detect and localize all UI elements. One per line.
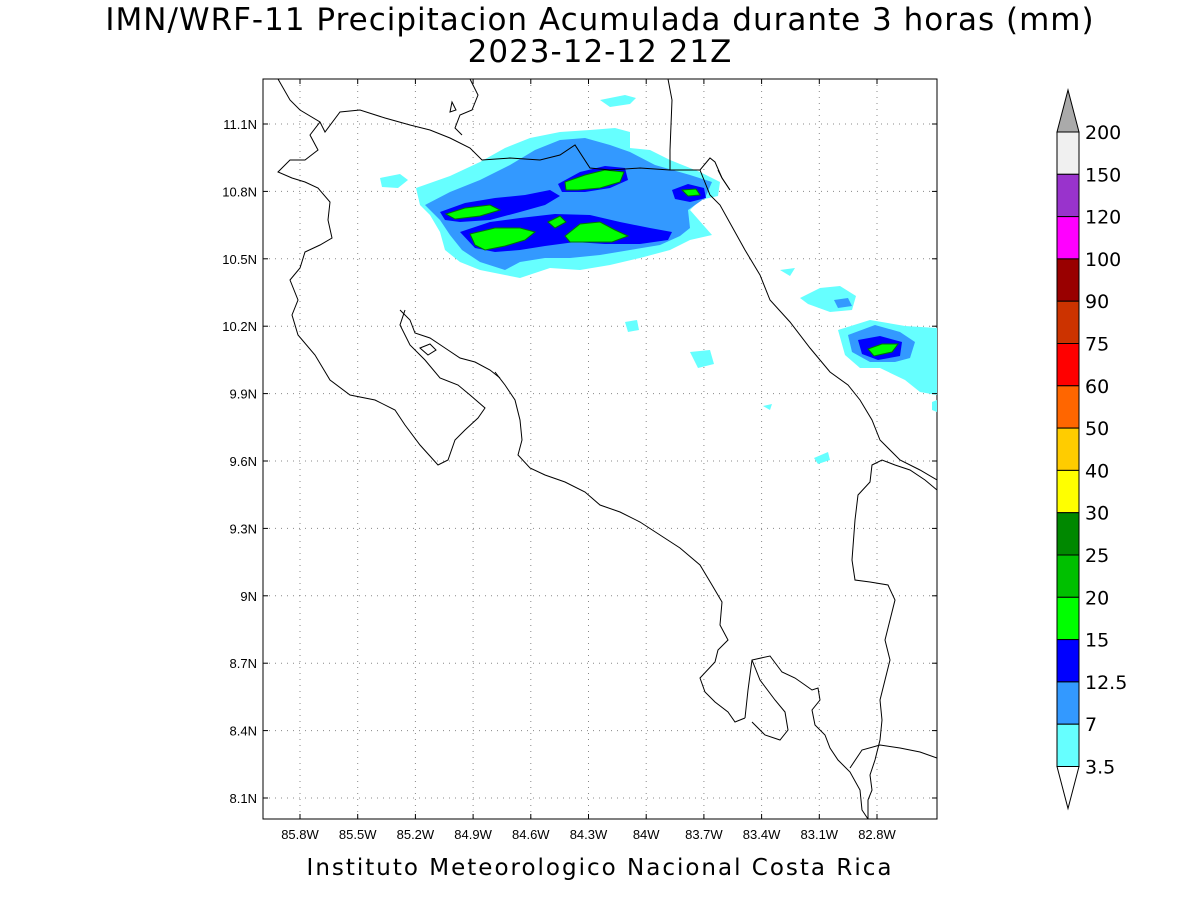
- lat-tick-label: 8.7N: [230, 656, 257, 671]
- colorbar-level-label: 100: [1085, 249, 1121, 271]
- lon-tick-label: 83.7W: [685, 827, 723, 842]
- lon-tick-label: 82.8W: [858, 827, 896, 842]
- colorbar-swatch: [1056, 596, 1080, 641]
- colorbar-level-label: 40: [1085, 460, 1109, 482]
- gulf-of-nicoya: [399, 309, 501, 379]
- lat-tick-label: 8.4N: [230, 724, 257, 739]
- precip-peak-areas: [444, 169, 899, 357]
- osa-peninsula: [744, 655, 869, 819]
- colorbar-swatch: [1056, 343, 1080, 387]
- precip-area-west-small: [380, 174, 408, 188]
- lon-tick-label: 84.6W: [512, 827, 550, 842]
- lon-tick-label: 85.2W: [397, 827, 435, 842]
- central-pacific-coast: [494, 371, 746, 723]
- colorbar-swatch: [1056, 512, 1080, 556]
- colorbar-level-label: 50: [1085, 418, 1109, 440]
- precip-area-south: [814, 452, 830, 464]
- latitude-labels: 11.1N 10.8N 10.5N 10.2N 9.9N 9.6N 9.3N 9N 8.7N 8.…: [222, 117, 257, 806]
- pacific-coast-guanacaste: [277, 121, 486, 466]
- colorbar-level-label: 30: [1085, 503, 1109, 525]
- lat-tick-label: 9.6N: [230, 454, 257, 469]
- nicaragua-east-coast: [667, 79, 673, 170]
- coastlines: [277, 79, 937, 819]
- lat-tick-label: 10.2N: [222, 319, 257, 334]
- lon-tick-label: 84.9W: [454, 827, 492, 842]
- precip-area-caribbean-1: [780, 268, 795, 276]
- colorbar-level-label: 150: [1085, 164, 1121, 186]
- colorbar-swatch: [1056, 385, 1080, 429]
- colorbar-swatch: [1056, 131, 1080, 175]
- precip-area-center-1: [625, 320, 639, 332]
- lat-tick-label: 8.1N: [230, 791, 257, 806]
- precip-area-east-edge: [932, 400, 937, 412]
- precip-peak-west: [444, 204, 502, 220]
- colorbar-level-label: 20: [1085, 587, 1109, 609]
- colorbar-swatch: [1056, 258, 1080, 302]
- colorbar-level-label: 15: [1085, 630, 1109, 652]
- nicaragua-border: [277, 79, 731, 191]
- colorbar-level-label: 60: [1085, 376, 1109, 398]
- precip-peak-east: [680, 188, 701, 197]
- lat-tick-label: 10.8N: [222, 184, 257, 199]
- precipitation-field: [380, 95, 937, 464]
- precip-peak-center-2: [547, 215, 567, 229]
- colorbar-swatch: [1056, 300, 1080, 345]
- panama-border: [851, 459, 937, 819]
- precip-area-dot-1: [763, 404, 772, 410]
- golfo-dulce: [751, 659, 789, 741]
- colorbar-swatch: [1056, 173, 1080, 218]
- lon-tick-label: 85.8W: [281, 827, 319, 842]
- colorbar-level-label: 7: [1085, 714, 1097, 736]
- lon-tick-label: 84W: [633, 827, 660, 842]
- precip-area-north-top: [600, 95, 636, 107]
- lake-island: [449, 100, 457, 113]
- colorbar-level-label: 3.5: [1085, 757, 1115, 779]
- precip-peak-bocas: [867, 343, 899, 357]
- colorbar-swatch: [1056, 681, 1080, 725]
- precip-peak-north: [564, 169, 625, 191]
- colorbar-level-label: 120: [1085, 207, 1121, 229]
- axis-ticks: [263, 79, 937, 819]
- lon-tick-label: 84.3W: [570, 827, 608, 842]
- colorbar-swatch: [1056, 554, 1080, 598]
- precip-mid-caribbean: [834, 298, 852, 308]
- chira-island: [419, 343, 437, 356]
- precip-area-center-2: [690, 350, 714, 368]
- colorbar: 200 150 120 100 90 75 60 50 40 30 25 20 15 12.5 7 3.5: [1056, 88, 1127, 811]
- colorbar-over-triangle: [1056, 88, 1080, 133]
- caribbean-coast: [717, 169, 731, 191]
- lat-tick-label: 9.3N: [230, 521, 257, 536]
- panama-pacific-coast: [849, 744, 937, 769]
- longitude-labels: 85.8W 85.5W 85.2W 84.9W 84.6W 84.3W 84W 83.7W 83…: [281, 827, 896, 842]
- lat-tick-label: 10.5N: [222, 252, 257, 267]
- colorbar-under-triangle: [1056, 766, 1080, 811]
- precip-peak-center-3: [564, 221, 630, 243]
- lon-tick-label: 83.4W: [743, 827, 781, 842]
- caribbean-coast-south: [699, 169, 937, 481]
- colorbar-level-label: 90: [1085, 291, 1109, 313]
- colorbar-level-label: 25: [1085, 545, 1109, 567]
- colorbar-swatch: [1056, 427, 1080, 471]
- lat-tick-label: 9.9N: [230, 387, 257, 402]
- colorbar-level-label: 75: [1085, 334, 1109, 356]
- lat-tick-label: 9N: [240, 589, 257, 604]
- colorbar-swatch: [1056, 723, 1080, 768]
- colorbar-swatch: [1056, 216, 1080, 260]
- lon-tick-label: 85.5W: [339, 827, 377, 842]
- lon-tick-label: 83.1W: [801, 827, 839, 842]
- lake-nicaragua-edge: [454, 79, 479, 136]
- lat-tick-label: 11.1N: [223, 117, 257, 132]
- colorbar-level-label: 200: [1085, 122, 1121, 144]
- colorbar-swatch: [1056, 469, 1080, 514]
- precip-peak-center-1: [469, 227, 537, 251]
- map-title: IMN/WRF-11 Precipitacion Acumulada duran…: [105, 2, 1095, 38]
- map-footer: Instituto Meteorologico Nacional Costa R…: [306, 855, 894, 881]
- map-subtitle: 2023-12-12 21Z: [467, 34, 733, 70]
- colorbar-level-label: 12.5: [1085, 672, 1127, 694]
- colorbar-swatch: [1056, 639, 1080, 683]
